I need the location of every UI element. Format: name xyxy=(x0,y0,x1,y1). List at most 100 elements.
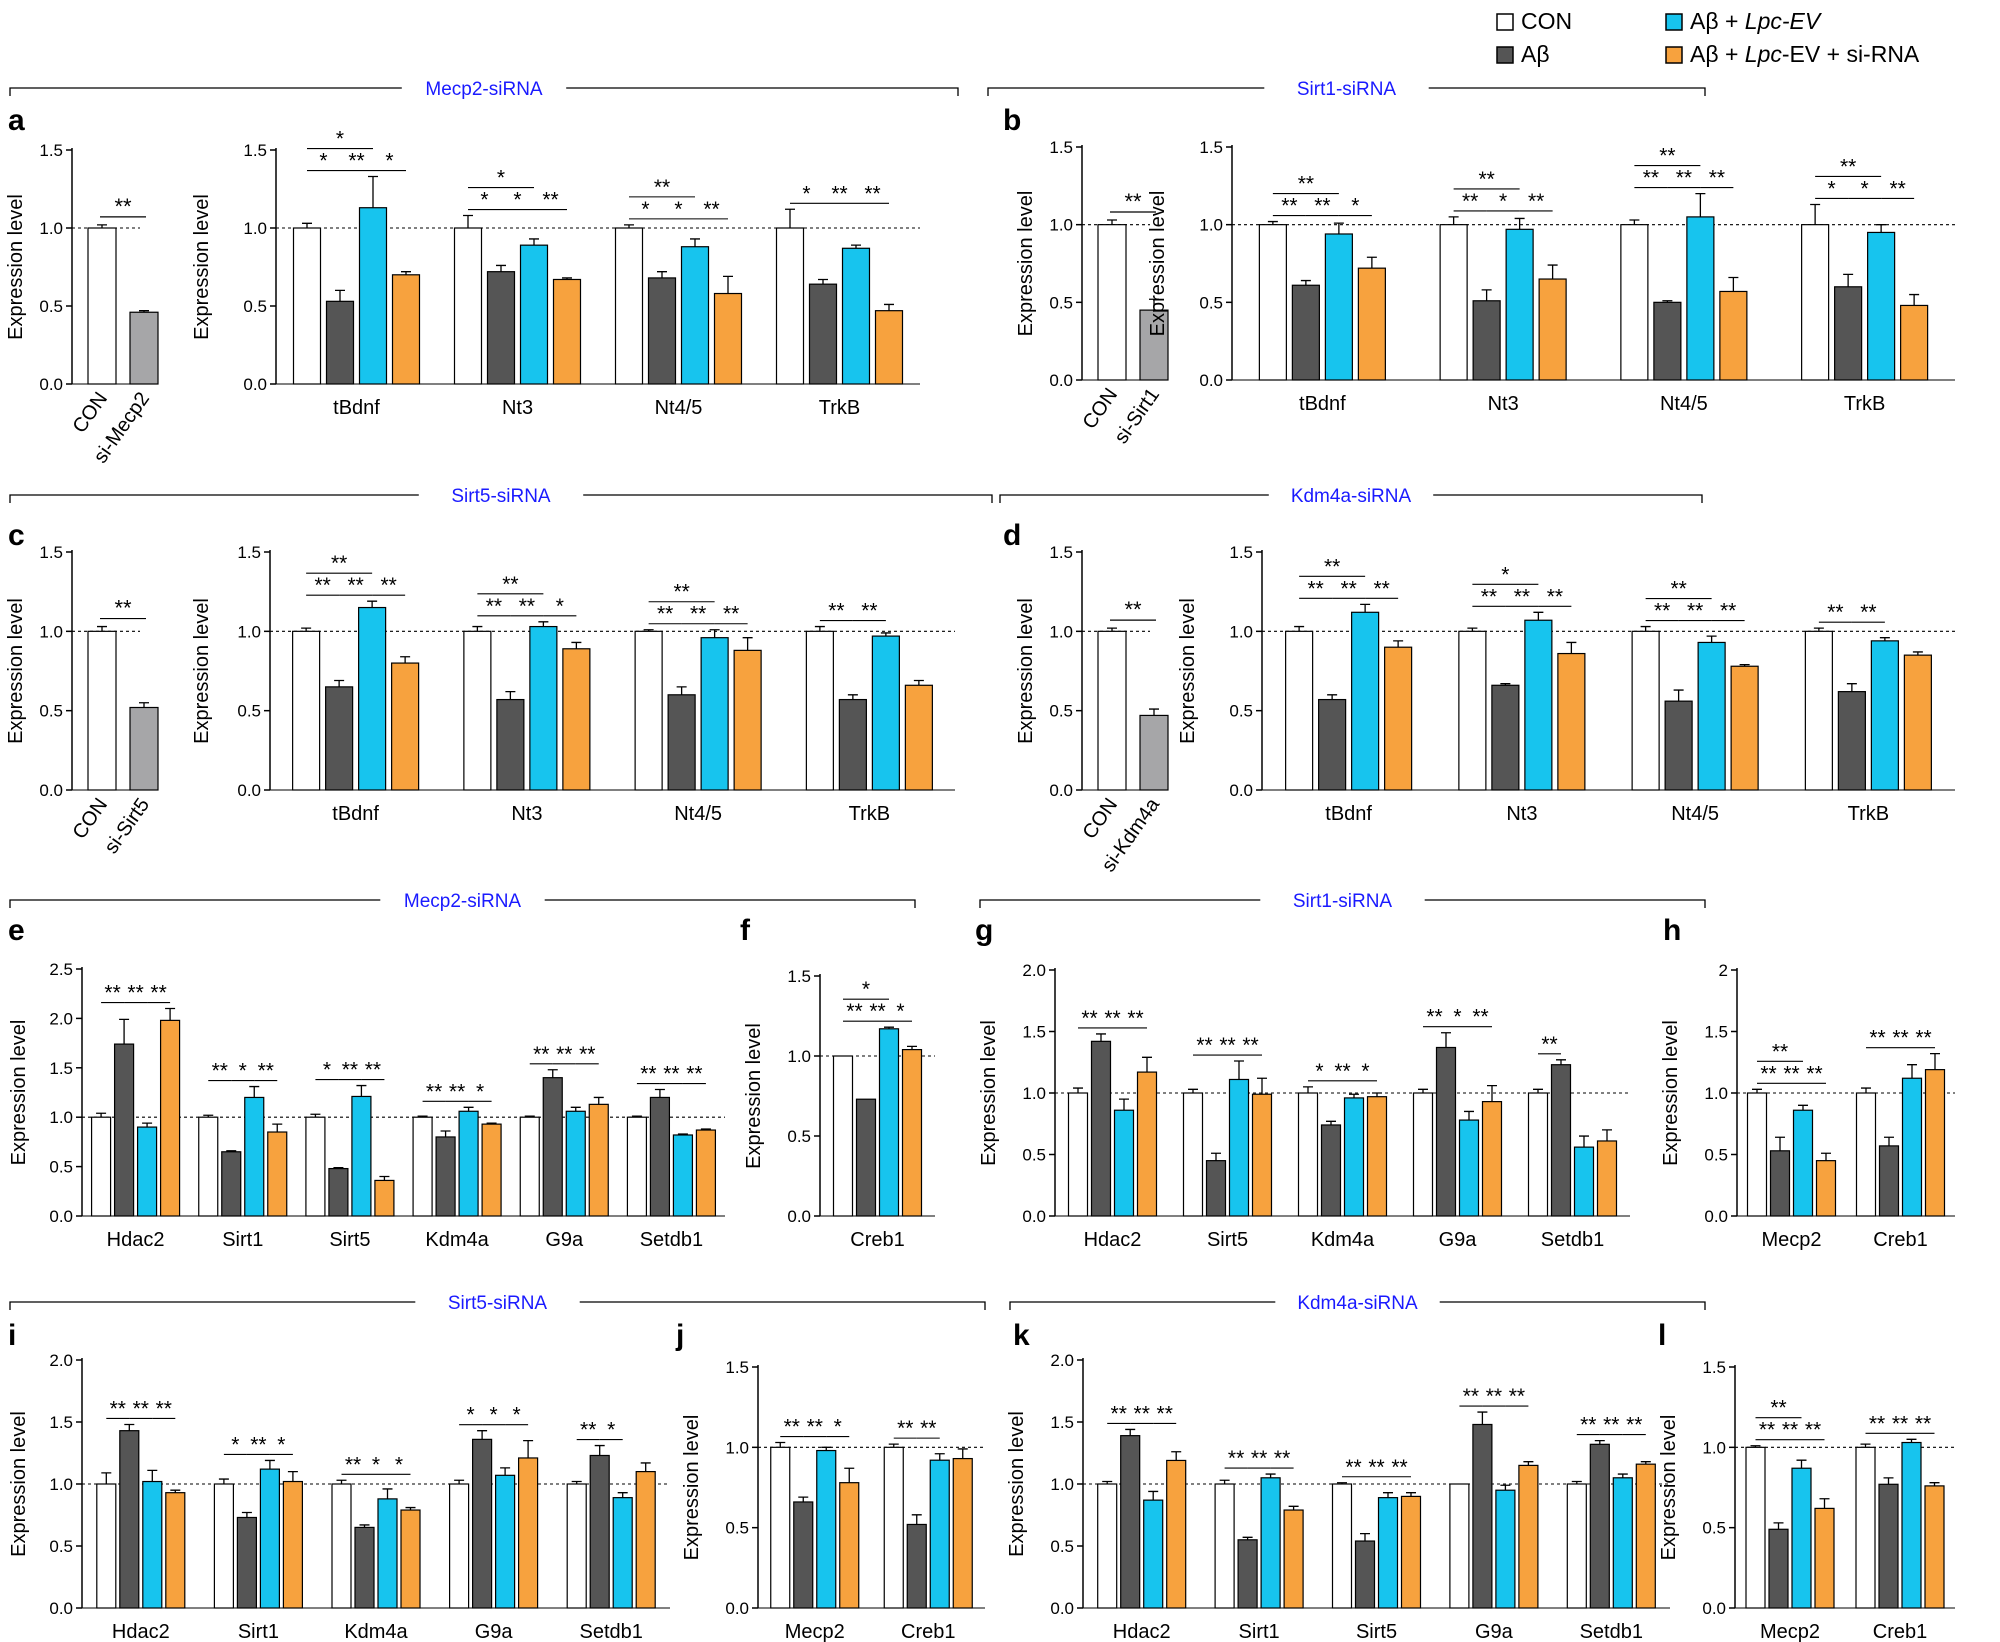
panel-d2-error-bar xyxy=(1500,683,1511,686)
panel-d2-category-label: Nt4/5 xyxy=(1671,803,1719,825)
panel-d2-bar xyxy=(1730,665,1759,791)
legend-label-part: Aβ + xyxy=(1690,8,1745,34)
panel-b2-error-bar xyxy=(1448,216,1459,225)
panel-k-error-bar xyxy=(1406,1492,1416,1497)
panel-b2-bar xyxy=(1538,278,1567,381)
legend-swatch-abeta xyxy=(1496,46,1514,64)
panel-i-error-bar xyxy=(336,1479,347,1484)
panel-k-bar xyxy=(1237,1539,1258,1609)
panel-f-ytick-label: 0.0 xyxy=(787,1207,811,1226)
panel-d-sig-marker: ** xyxy=(1124,597,1142,622)
panel-a2-sig-marker: * xyxy=(513,189,521,212)
panel-e-sig-marker: ** xyxy=(104,982,120,1005)
panel-j-bar xyxy=(952,1457,973,1609)
panel-e-error-bar xyxy=(119,1018,130,1045)
panel-g-bar xyxy=(1527,1092,1549,1217)
panel-i-bar xyxy=(142,1480,163,1609)
panel-g-error-bar xyxy=(1349,1093,1359,1098)
panel-l-error-bar xyxy=(1796,1459,1807,1469)
panel-c2-category-label: Nt4/5 xyxy=(674,803,722,825)
panel-g-bar xyxy=(1435,1046,1457,1217)
panel-g-sig-marker: ** xyxy=(1196,1034,1212,1057)
panel-c2-ylabel: Expression level xyxy=(191,598,213,744)
panel-a2-category-label: Nt4/5 xyxy=(655,397,703,419)
panel-k-ylabel: Expression level xyxy=(1006,1411,1028,1557)
panel-d2-error-bar xyxy=(1846,683,1857,692)
panel-c2-bar xyxy=(529,625,558,791)
panel-e-bar xyxy=(588,1103,609,1217)
panel-i-error-bar xyxy=(147,1469,158,1482)
panel-f-ytick-label: 1.0 xyxy=(787,1047,811,1066)
panel-f-sig-marker: ** xyxy=(846,1000,862,1023)
panel-d2-sig-marker: ** xyxy=(1720,600,1736,623)
panel-a2-error-bar xyxy=(562,277,572,280)
panel-g-error-bar xyxy=(1119,1098,1129,1111)
panel-k-bar xyxy=(1400,1495,1422,1609)
panel-k-error-bar xyxy=(1640,1461,1651,1465)
panel-h-category-label: Mecp2 xyxy=(1761,1229,1821,1251)
panel-l-bar xyxy=(1814,1507,1835,1609)
legend-label-italic: Lpc-EV xyxy=(1745,8,1823,34)
panel-a2-ylabel: Expression level xyxy=(191,194,213,340)
panel-a2-bar xyxy=(680,246,710,385)
panel-d-error-bar xyxy=(1107,627,1117,632)
panel-b2-error-bar xyxy=(1267,220,1278,225)
panel-d2-sig-marker: ** xyxy=(1547,585,1563,608)
panel-e-error-bar xyxy=(356,1084,367,1097)
panel-i-category-label: Sirt1 xyxy=(238,1621,279,1642)
panel-b2-error-bar xyxy=(1366,256,1377,269)
panel-i-error-bar xyxy=(405,1506,416,1511)
panel-c2-bar xyxy=(292,630,321,791)
panel-b2-sig-marker: * xyxy=(1828,177,1836,200)
panel-c2-category-label: TrkB xyxy=(849,803,890,825)
group-title: Sirt5-siRNA xyxy=(448,1293,548,1314)
panel-i-error-bar xyxy=(218,1478,229,1484)
panel-l-error-bar xyxy=(1750,1445,1761,1448)
panel-b2-bar xyxy=(1324,233,1353,381)
panel-b-ytick-label: 0.5 xyxy=(1049,293,1073,312)
panel-e-sig-marker: ** xyxy=(533,1043,549,1066)
panel-i-bar xyxy=(259,1468,280,1609)
panel-letter: e xyxy=(8,914,25,947)
panel-e-error-bar xyxy=(96,1112,107,1118)
panel-b2-sig-marker: ** xyxy=(1281,195,1297,218)
panel-f-sig-marker: * xyxy=(862,978,870,1001)
panel-i-bar xyxy=(331,1483,352,1609)
panel-g-ylabel: Expression level xyxy=(978,1020,1000,1166)
legend-label-con: CON xyxy=(1521,8,1572,34)
panel-b2-error-bar xyxy=(1810,203,1821,225)
panel-h-sig-marker: ** xyxy=(1915,1027,1931,1050)
panel-g-sig-marker: ** xyxy=(1127,1007,1143,1030)
panel-k-bar xyxy=(1166,1459,1187,1609)
panel-k-ytick-label: 0.5 xyxy=(1050,1537,1074,1556)
panel-e-error-bar xyxy=(524,1115,535,1118)
panel-c2-sig-marker: ** xyxy=(828,600,844,623)
panel-h-error-bar xyxy=(1884,1136,1894,1146)
panel-g-ytick-label: 1.0 xyxy=(1022,1084,1046,1103)
panel-c2-sig-marker: ** xyxy=(331,552,347,575)
panel-l-bar xyxy=(1768,1528,1789,1609)
panel-g-bar xyxy=(1573,1146,1595,1217)
panel-e-sig-marker: ** xyxy=(663,1063,679,1086)
panel-a2-category-label: TrkB xyxy=(819,397,860,419)
panel-b2-sig-marker: ** xyxy=(1478,168,1494,191)
panel-f-bar xyxy=(832,1055,854,1217)
panel-k-ytick-label: 2.0 xyxy=(1050,1351,1074,1370)
panel-i-sig-marker: * xyxy=(513,1404,521,1427)
panel-letter: c xyxy=(8,519,25,552)
panel-g-error-bar xyxy=(1579,1135,1589,1148)
panel-h-bar xyxy=(1769,1150,1791,1217)
panel-e-error-bar xyxy=(142,1122,153,1128)
panel-e-error-bar xyxy=(165,1007,176,1021)
group-bracket xyxy=(999,494,1703,503)
panel-d2-bar xyxy=(1524,619,1553,791)
panel-h-ylabel: Expression level xyxy=(1660,1020,1682,1166)
panel-i-bar xyxy=(612,1497,633,1609)
panel-g-category-label: Kdm4a xyxy=(1311,1229,1375,1251)
panel-b2-error-bar xyxy=(1909,293,1920,306)
panel-c-sig-marker: ** xyxy=(114,596,132,621)
panel-c2-bar xyxy=(634,630,663,791)
legend-label-ev: Aβ + Lpc-EV xyxy=(1690,8,1823,34)
panel-c2-sig-marker: ** xyxy=(673,581,689,604)
panel-d2-ylabel: Expression level xyxy=(1177,598,1199,744)
